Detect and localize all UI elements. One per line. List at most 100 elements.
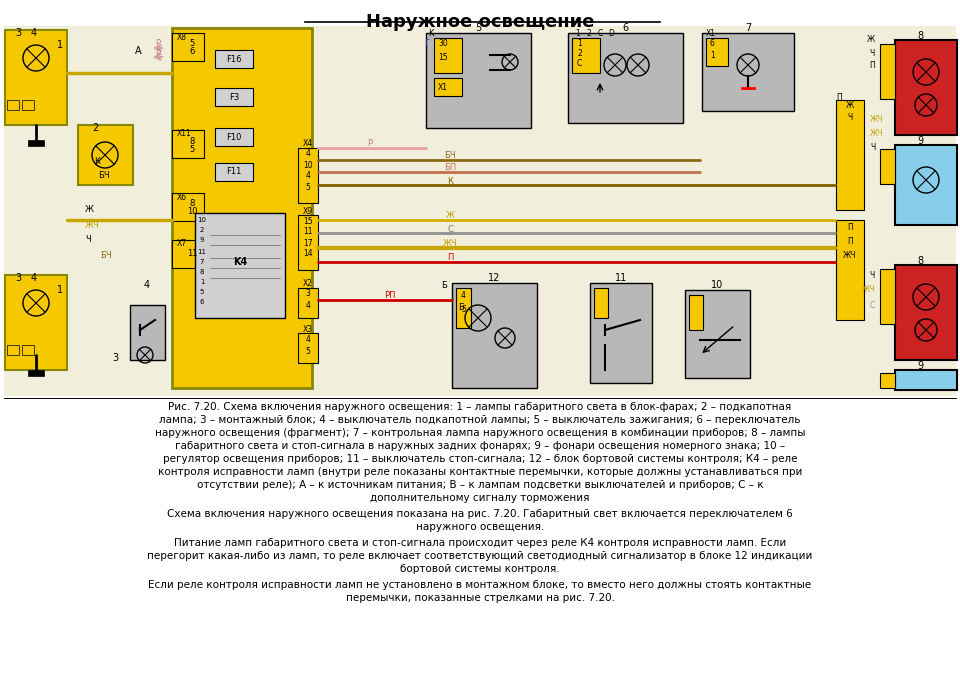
Text: 3: 3 xyxy=(305,289,310,299)
Text: 4: 4 xyxy=(31,273,37,283)
Text: D: D xyxy=(608,29,614,38)
Text: 17: 17 xyxy=(303,239,313,248)
Text: ЖЧ: ЖЧ xyxy=(870,115,883,125)
Text: Р: Р xyxy=(368,140,372,149)
Text: 1: 1 xyxy=(577,40,582,48)
Bar xyxy=(172,28,312,388)
Text: Б: Б xyxy=(441,280,447,289)
Text: X4: X4 xyxy=(303,140,313,149)
Bar xyxy=(685,290,750,378)
Text: регулятор освещения приборов; 11 – выключатель стоп-сигнала; 12 – блок бортовой : регулятор освещения приборов; 11 – выклю… xyxy=(163,454,797,464)
Text: X11: X11 xyxy=(177,130,192,138)
Text: Ж: Ж xyxy=(445,211,454,220)
Text: 15: 15 xyxy=(303,216,313,226)
Text: Питание ламп габаритного света и стоп-сигнала происходит через реле К4 контроля : Питание ламп габаритного света и стоп-си… xyxy=(174,538,786,548)
Text: 6: 6 xyxy=(189,48,195,57)
Text: 30: 30 xyxy=(438,38,447,48)
Text: 6: 6 xyxy=(622,23,628,33)
Text: X9: X9 xyxy=(303,207,313,216)
Bar xyxy=(28,370,44,376)
Text: 11: 11 xyxy=(614,273,627,283)
Text: F10: F10 xyxy=(227,132,242,141)
Bar xyxy=(172,193,204,221)
Bar xyxy=(215,128,253,146)
Text: 4: 4 xyxy=(461,291,466,299)
Text: дополнительному сигналу торможения: дополнительному сигналу торможения xyxy=(371,493,589,503)
Text: K4: K4 xyxy=(233,257,247,267)
Text: К: К xyxy=(447,177,453,186)
Bar xyxy=(456,288,471,328)
Text: 8: 8 xyxy=(917,31,924,41)
Text: БЧ: БЧ xyxy=(100,250,111,259)
Text: 8: 8 xyxy=(189,200,195,209)
Text: 5: 5 xyxy=(305,183,310,192)
Bar xyxy=(298,215,318,270)
Text: С: С xyxy=(447,224,453,233)
Text: 5: 5 xyxy=(189,40,195,48)
Text: 7: 7 xyxy=(745,23,751,33)
Bar xyxy=(22,345,34,355)
Text: 7: 7 xyxy=(200,259,204,265)
Text: ЖЧ: ЖЧ xyxy=(861,286,875,295)
Text: 4: 4 xyxy=(305,301,310,310)
Bar xyxy=(5,275,67,370)
Bar xyxy=(434,78,462,96)
Text: ЖЧ: ЖЧ xyxy=(843,252,856,261)
Text: 10: 10 xyxy=(710,280,723,290)
Text: 4: 4 xyxy=(31,28,37,38)
Bar xyxy=(215,88,253,106)
Bar xyxy=(22,100,34,110)
Bar xyxy=(702,33,794,111)
Text: F16: F16 xyxy=(227,55,242,63)
Text: 8: 8 xyxy=(200,269,204,275)
Text: лампа; 3 – монтажный блок; 4 – выключатель подкапотной лампы; 5 – выключатель за: лампа; 3 – монтажный блок; 4 – выключате… xyxy=(159,415,801,425)
Text: Ж: Ж xyxy=(85,205,94,215)
Bar xyxy=(590,283,652,383)
Text: К: К xyxy=(94,158,100,166)
Text: ЖЧ: ЖЧ xyxy=(443,239,457,248)
Text: Г: Г xyxy=(424,38,429,48)
Text: Ч: Ч xyxy=(870,48,875,57)
Text: 9: 9 xyxy=(917,361,924,371)
Text: F11: F11 xyxy=(227,168,242,177)
Text: Ж: Ж xyxy=(846,100,854,110)
Text: X1: X1 xyxy=(438,83,448,91)
Text: 14: 14 xyxy=(303,250,313,258)
Bar xyxy=(298,333,318,363)
Text: 3: 3 xyxy=(112,353,118,363)
Bar xyxy=(568,33,683,123)
Text: ЖЧ: ЖЧ xyxy=(85,220,100,230)
Bar xyxy=(895,370,957,390)
Text: Ч: Ч xyxy=(870,143,876,151)
Text: П: П xyxy=(836,93,842,102)
Text: 5: 5 xyxy=(305,346,310,355)
Bar xyxy=(5,30,67,125)
Text: отсутствии реле); А – к источникам питания; В – к лампам подсветки выключателей : отсутствии реле); А – к источникам питан… xyxy=(197,480,763,490)
Text: 4: 4 xyxy=(305,171,310,181)
Text: X7: X7 xyxy=(177,239,187,248)
Text: 5: 5 xyxy=(189,145,195,153)
Text: РП: РП xyxy=(384,291,396,301)
Bar xyxy=(172,240,204,268)
Text: 2: 2 xyxy=(200,227,204,233)
Text: БЧ: БЧ xyxy=(444,151,456,160)
Text: 8: 8 xyxy=(917,256,924,266)
Bar xyxy=(172,130,204,158)
Text: 9: 9 xyxy=(917,136,924,146)
Text: наружного освещения.: наружного освещения. xyxy=(416,522,544,532)
Text: Ч: Ч xyxy=(848,113,852,123)
Text: 4: 4 xyxy=(305,334,310,344)
Bar xyxy=(215,50,253,68)
Text: 1: 1 xyxy=(200,279,204,285)
Text: 6: 6 xyxy=(200,299,204,305)
Text: перегорит какая-либо из ламп, то реле включает соответствующий светодиодный сигн: перегорит какая-либо из ламп, то реле вк… xyxy=(147,551,813,561)
Bar xyxy=(298,288,318,318)
Text: ЖЧ: ЖЧ xyxy=(870,128,883,138)
Text: 3: 3 xyxy=(15,28,21,38)
Bar xyxy=(689,295,703,330)
Text: X3: X3 xyxy=(303,325,313,333)
Bar xyxy=(880,373,895,388)
Text: 2: 2 xyxy=(92,123,98,133)
Text: Б: Б xyxy=(458,303,464,312)
Text: П: П xyxy=(446,254,453,263)
